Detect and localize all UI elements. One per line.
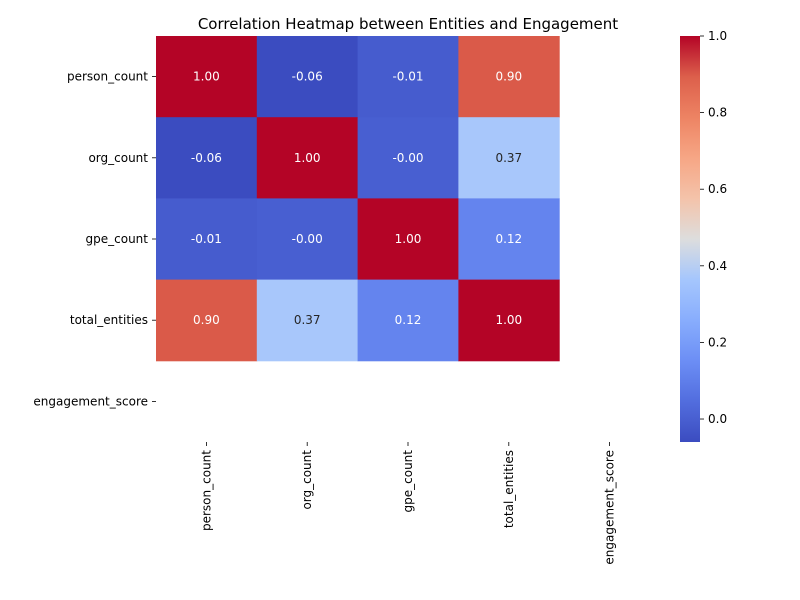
cell-value-label: 0.37 [495, 151, 522, 165]
colorbar-tick-label: 0.8 [708, 106, 727, 120]
heatmap-cell [156, 36, 258, 118]
heatmap-cell [156, 279, 258, 362]
cell-value-label: -0.06 [292, 70, 323, 84]
heatmap-cell [357, 279, 459, 362]
cell-value-label: 1.00 [395, 232, 422, 246]
heatmap-cell [256, 279, 359, 362]
colorbar: 0.0 0.2 0.4 0.6 0.8 1.0 [680, 29, 727, 442]
heatmap-cell [357, 198, 459, 281]
heatmap-cell [256, 198, 359, 281]
y-tick-label: gpe_count [86, 232, 149, 246]
heatmap-cell [458, 117, 560, 199]
heatmap-cell [256, 117, 359, 199]
cell-value-label: 1.00 [294, 151, 321, 165]
x-tick-label: engagement_score [603, 450, 617, 565]
x-tick-label: org_count [300, 450, 314, 510]
cell-value-label: -0.01 [191, 232, 222, 246]
heatmap-cells [156, 36, 560, 362]
colorbar-tick-label: 0.2 [708, 335, 727, 349]
cell-value-label: 1.00 [495, 313, 522, 327]
y-tick-label: total_entities [70, 313, 148, 327]
x-tick-label: gpe_count [401, 450, 415, 513]
colorbar-tick-label: 0.6 [708, 182, 727, 196]
y-tick-label: engagement_score [33, 394, 148, 408]
heatmap-cell [256, 36, 359, 118]
colorbar-tick-label: 0.0 [708, 412, 727, 426]
cell-value-label: 0.12 [395, 313, 422, 327]
heatmap-cell [156, 198, 258, 281]
cell-value-label: -0.06 [191, 151, 222, 165]
cell-value-label: -0.00 [392, 151, 423, 165]
chart-title: Correlation Heatmap between Entities and… [198, 15, 618, 33]
colorbar-tick-label: 1.0 [708, 29, 727, 43]
heatmap-cell-labels: 1.00 -0.06 -0.01 0.90 -0.06 1.00 -0.00 0.37 -0.0… [191, 70, 522, 328]
cell-value-label: -0.00 [292, 232, 323, 246]
cell-value-label: 0.12 [495, 232, 522, 246]
cell-value-label: -0.01 [392, 70, 423, 84]
heatmap-cell [357, 117, 459, 199]
y-tick-label: org_count [88, 151, 148, 165]
heatmap-cell [156, 117, 258, 199]
heatmap-cell [458, 279, 560, 362]
cell-value-label: 1.00 [193, 70, 220, 84]
colorbar-gradient [680, 36, 700, 442]
x-tick-label: person_count [199, 450, 213, 531]
x-tick-label: total_entities [502, 450, 516, 528]
colorbar-ticks: 0.0 0.2 0.4 0.6 0.8 1.0 [700, 29, 727, 426]
cell-value-label: 0.90 [193, 313, 220, 327]
heatmap-cell [357, 36, 459, 118]
heatmap-cell [458, 36, 560, 118]
cell-value-label: 0.37 [294, 313, 321, 327]
colorbar-tick-label: 0.4 [708, 259, 727, 273]
y-tick-label: person_count [67, 70, 148, 84]
y-axis: person_count org_count gpe_count total_enti… [33, 70, 156, 408]
heatmap-cell [458, 198, 560, 281]
cell-value-label: 0.90 [495, 70, 522, 84]
x-axis: person_count org_count gpe_count total_enti… [199, 442, 617, 565]
